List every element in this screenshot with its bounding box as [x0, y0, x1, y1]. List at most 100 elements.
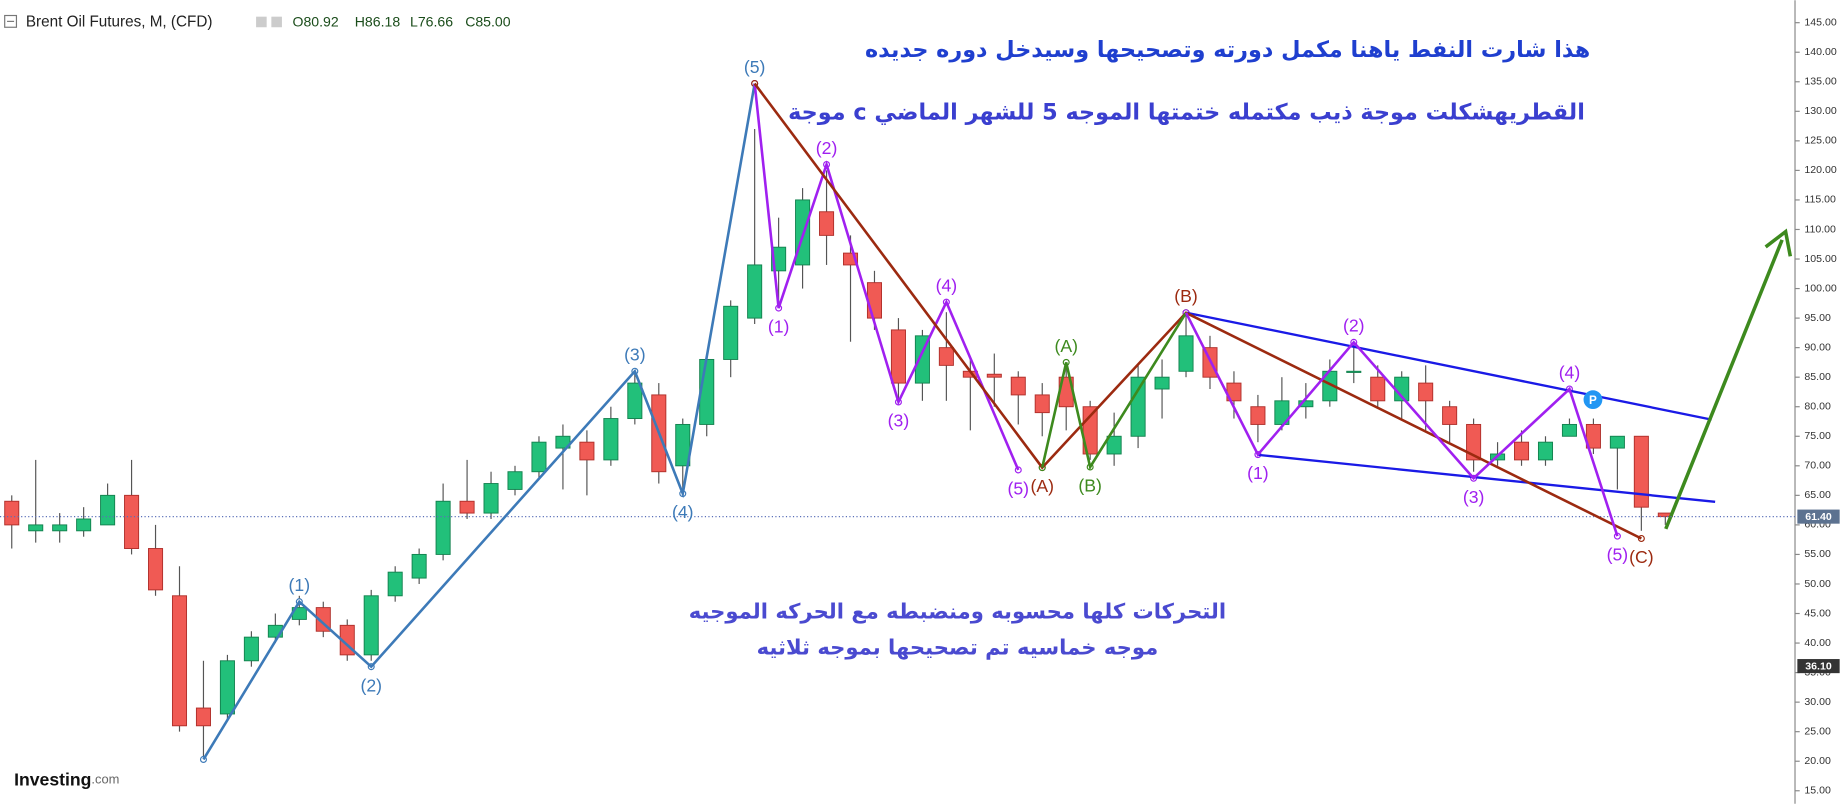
candle-body: [627, 382, 643, 420]
candle-body: [747, 264, 763, 319]
y-tick-label: 100.00: [1804, 282, 1836, 294]
candle-body: [1178, 335, 1194, 372]
wave-line: [1040, 312, 1188, 471]
forecast-arrow-head: [1764, 228, 1793, 257]
candle-body: [28, 524, 44, 532]
annotation: موجه خماسيه تم تصحيحها بموجه ثلاثيه: [757, 635, 1159, 660]
candle-body: [124, 494, 140, 549]
y-tick-label: 85.00: [1804, 371, 1831, 383]
forecast-arrow: [1664, 239, 1784, 530]
candle-body: [219, 660, 235, 715]
marker-label: P: [1589, 394, 1597, 407]
wave-label: (B): [1174, 286, 1197, 306]
candle-body: [1537, 441, 1554, 461]
candle-body: [938, 347, 954, 366]
chart-title: Brent Oil Futures, M, (CFD): [26, 14, 213, 31]
wave-label: (3): [1463, 487, 1485, 507]
wave-label: (C): [1629, 547, 1653, 567]
y-tick-label: 70.00: [1804, 460, 1831, 472]
candle-body: [986, 373, 1002, 378]
toolbar-icon[interactable]: [271, 16, 282, 28]
annotation: موجة c القطريهشكلت موجة ذيب مكتمله ختمته…: [788, 100, 1585, 126]
candle-body: [1370, 376, 1386, 402]
y-tick-label: 80.00: [1804, 401, 1831, 413]
y-tick-label: 130.00: [1804, 105, 1836, 117]
wave-label: (4): [936, 276, 958, 296]
wave-label: (2): [360, 675, 382, 695]
logo-name: Investing: [14, 769, 91, 789]
candle-body: [531, 441, 547, 473]
wave-line: [753, 83, 1020, 471]
wave-label: (A): [1030, 476, 1053, 496]
y-tick-label: 15.00: [1804, 785, 1831, 797]
wave-label: (4): [672, 502, 694, 522]
wave-label: (4): [1559, 362, 1581, 382]
candle-body: [1130, 376, 1146, 437]
candle-body: [866, 282, 882, 319]
channel-line: [1186, 311, 1712, 421]
candle-body: [603, 418, 619, 461]
candle-body: [171, 595, 188, 727]
toolbar-icon[interactable]: [256, 16, 267, 28]
candle-body: [1442, 406, 1458, 425]
wave-label: (A): [1054, 336, 1077, 356]
logo: Investing.com: [14, 769, 119, 789]
y-tick-label: 30.00: [1804, 696, 1831, 708]
y-tick-label: 65.00: [1804, 489, 1831, 501]
y-tick-label: 135.00: [1804, 76, 1836, 88]
candle-body: [1154, 376, 1170, 390]
y-tick-label: 75.00: [1804, 430, 1831, 442]
annotation: هذا شارت النفط ياهنا مكمل دورته وتصحيحها…: [865, 37, 1590, 63]
candle-body: [4, 500, 20, 526]
channel-line: [1258, 453, 1716, 504]
candle-body: [1633, 435, 1649, 508]
wave-label: (B): [1078, 476, 1101, 496]
y-tick-label: 20.00: [1804, 755, 1831, 767]
marker[interactable]: [1583, 390, 1603, 410]
candle-body: [1106, 435, 1122, 455]
candle-body: [387, 571, 403, 597]
y-tick-label: 145.00: [1804, 16, 1836, 28]
wave-line: [753, 82, 1642, 540]
candle-body: [435, 500, 451, 555]
price-label-box: [1797, 659, 1840, 674]
y-tick-label: 140.00: [1804, 46, 1836, 58]
candle-body: [411, 553, 427, 579]
y-tick-label: 125.00: [1804, 135, 1836, 147]
candle-body: [1298, 400, 1314, 408]
wave-label: (5): [1008, 479, 1030, 499]
candle-body: [819, 211, 835, 236]
candle-body: [243, 636, 259, 662]
wave-label: (5): [1607, 545, 1629, 565]
y-tick-label: 45.00: [1804, 607, 1831, 619]
candle-body: [507, 471, 523, 490]
candle-body: [1034, 394, 1050, 414]
candle-body: [890, 329, 906, 384]
logo-suffix: .com: [91, 772, 119, 787]
collapse-icon[interactable]: [4, 14, 18, 28]
candle-body: [842, 252, 859, 266]
candle-body: [1274, 400, 1290, 425]
annotation: التحركات كلها محسوبه ومنضبطه مع الحركه ا…: [689, 598, 1226, 623]
wave-line: [1184, 312, 1619, 537]
candle-body: [1585, 423, 1601, 449]
y-tick-label: 55.00: [1804, 548, 1831, 560]
y-tick-label: 110.00: [1804, 223, 1836, 235]
candle-body: [723, 305, 739, 360]
candle-body: [100, 494, 116, 526]
ohlc-low: L76.66: [410, 13, 453, 29]
wave-label: (1): [1247, 463, 1269, 483]
ohlc-high: H86.18: [355, 13, 401, 29]
candle-body: [1609, 435, 1625, 449]
candle-body: [1514, 441, 1530, 461]
candle-body: [675, 423, 691, 467]
y-tick-label: 25.00: [1804, 725, 1831, 737]
candle-body: [1466, 423, 1482, 461]
candle-body: [1346, 370, 1362, 373]
ohlc-close: C85.00: [465, 13, 511, 29]
candle-body: [1561, 423, 1577, 437]
candle-body: [195, 707, 211, 727]
